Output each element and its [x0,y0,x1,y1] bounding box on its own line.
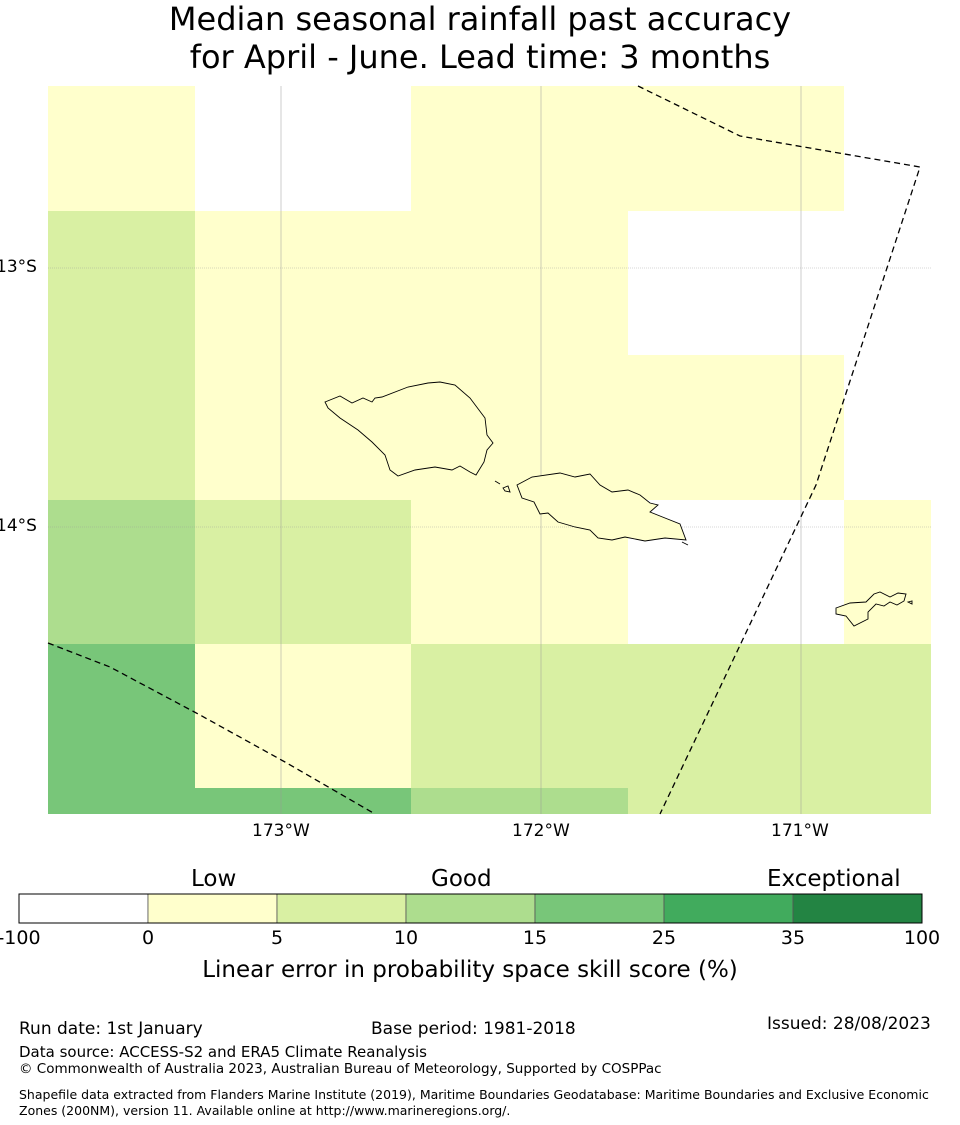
copyright: © Commonwealth of Australia 2023, Austra… [19,1061,662,1077]
title-line-2: for April - June. Lead time: 3 months [189,38,771,76]
grid-cell-r4-c1 [195,644,411,788]
colorbar-swatch-3 [405,893,536,924]
apolima [494,480,501,485]
lon-label-171w: 171°W [771,821,829,841]
lon-label-172w: 172°W [512,821,570,841]
grid-cell-r4-c4 [844,644,931,788]
grid-cell-r4-c3 [628,644,844,788]
grid-cell-r3-c0 [48,500,195,644]
grid-cell-r3-c1 [195,500,411,644]
colorbar-tick-2: 5 [270,927,284,949]
grid-cell-bottom-c0 [48,788,195,814]
grid-cell-r0-c0 [48,86,195,211]
map-title: Median seasonal rainfall past accuracy f… [0,0,960,76]
upolu-tip [681,541,689,546]
colorbar-swatch-5 [663,893,794,924]
island-tutuila [835,591,907,627]
grid-cell-r1-c0 [48,211,195,355]
colorbar [18,893,923,924]
colorbar-swatch-4 [534,893,665,924]
grid-cell-bottom-c3 [628,788,844,814]
grid-cell-r4-c2 [411,644,628,788]
islands [324,381,913,627]
lat-label-13s: 13°S [0,257,37,277]
grid-cell-r2-c0 [48,355,195,500]
colorbar-tick-4: 15 [522,927,548,949]
colorbar-tick-1: 0 [141,927,155,949]
lat-label-14s: 14°S [0,516,37,536]
issued-date: Issued: 28/08/2023 [767,1014,931,1034]
title-line-1: Median seasonal rainfall past accuracy [168,0,792,38]
grid-cell-r2-c3 [628,355,844,500]
colorbar-swatch-6 [792,893,923,924]
shapefile-credit: Shapefile data extracted from Flanders M… [19,1087,929,1118]
category-low: Low [191,866,237,892]
category-good: Good [431,866,492,892]
island-manono [502,485,511,493]
grid-cell-r4-c0 [48,644,195,788]
eez-boundaries [47,85,921,815]
grid-cell-r0-c2 [411,86,628,211]
island-upolu [516,472,687,542]
run-date: Run date: 1st January [19,1019,203,1039]
lon-label-173w: 173°W [252,821,310,841]
island-aunuu [906,600,913,605]
data-source: Data source: ACCESS-S2 and ERA5 Climate … [19,1043,427,1061]
island-savaii [324,381,494,477]
graticule [48,86,931,814]
base-period: Base period: 1981-2018 [371,1019,576,1039]
colorbar-outline [18,893,923,924]
eez-boundary-southwest [47,642,376,815]
colorbar-swatch-0 [18,893,149,924]
colorbar-tick-6: 35 [780,927,806,949]
grid-cell-bottom-c2 [411,788,628,814]
colorbar-title: Linear error in probability space skill … [202,957,738,983]
colorbar-tick-0: -100 [0,927,41,949]
skill-grid-cells [48,86,931,814]
colorbar-tick-7: 100 [903,927,941,949]
eez-boundary-east [637,85,921,815]
grid-cell-r1-c2 [411,211,628,355]
grid-cell-r0-c3 [628,86,844,211]
grid-cell-bottom-c1 [195,788,411,814]
colorbar-swatch-1 [147,893,278,924]
grid-cell-r1-c1 [195,211,411,355]
colorbar-swatch-2 [276,893,407,924]
category-exceptional: Exceptional [767,866,901,892]
grid-cell-bottom-c4 [844,788,931,814]
colorbar-tick-3: 10 [393,927,419,949]
colorbar-tick-5: 25 [651,927,677,949]
